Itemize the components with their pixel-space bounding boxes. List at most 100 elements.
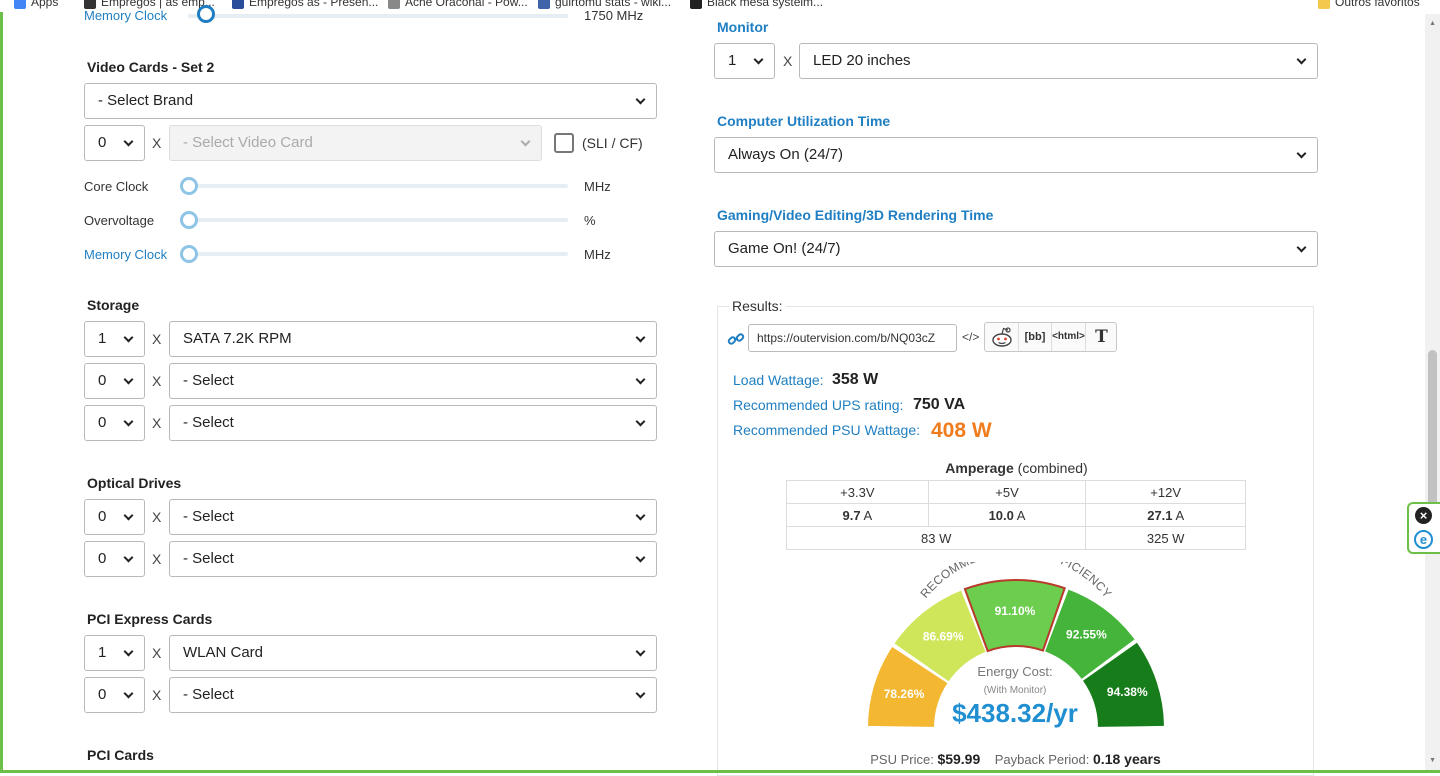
watts-cell: 325 W — [1085, 526, 1246, 550]
optical-item-value: - Select — [183, 550, 234, 567]
link-icon[interactable] — [727, 330, 745, 348]
results-legend: Results: — [729, 298, 786, 314]
storage-qty-select[interactable]: 0 — [84, 405, 145, 441]
extension-e-icon[interactable]: e — [1414, 530, 1433, 549]
memory-clock-track[interactable] — [188, 14, 568, 18]
pcie-qty-select[interactable]: 0 — [84, 677, 145, 713]
chevron-down-icon — [635, 510, 646, 521]
storage-item-value: - Select — [183, 414, 234, 431]
storage-qty-select[interactable]: 0 — [84, 363, 145, 399]
core-clock-unit: MHz — [584, 179, 611, 194]
bookmark-item[interactable]: guirtomu stats - wiki... — [538, 0, 671, 9]
bookmark-favicon-icon — [388, 0, 400, 9]
monitor-qty-select[interactable]: 1 — [714, 43, 775, 79]
efficiency-segment — [894, 590, 986, 682]
storage-item-select[interactable]: SATA 7.2K RPM — [169, 321, 657, 357]
load-wattage-label: Load Wattage: — [733, 372, 824, 388]
chevron-down-icon — [635, 374, 646, 385]
efficiency-segment — [1045, 589, 1135, 679]
pcie-qty-select[interactable]: 1 — [84, 635, 145, 671]
table-row: +3.3V +5V +12V — [786, 480, 1246, 504]
rail-header: +5V — [927, 480, 1087, 504]
reddit-button[interactable] — [985, 323, 1018, 351]
overvoltage-unit: % — [584, 213, 596, 228]
storage-item-select[interactable]: - Select — [169, 363, 657, 399]
efficiency-segment-label: 94.38% — [1107, 685, 1148, 699]
chevron-down-icon — [635, 688, 646, 699]
pcie-item-select[interactable]: WLAN Card — [169, 635, 657, 671]
close-icon[interactable]: × — [1415, 507, 1432, 524]
video-brand-select[interactable]: - Select Brand — [84, 83, 657, 119]
bookmark-item[interactable]: Empregos as - Presen... — [232, 0, 378, 9]
storage-qty-value: 0 — [98, 414, 107, 431]
scrollbar-thumb[interactable] — [1428, 350, 1437, 520]
times-sign: X — [152, 509, 162, 525]
chevron-down-icon — [635, 94, 646, 105]
optical-item-select[interactable]: - Select — [169, 499, 657, 535]
video-qty-select[interactable]: 0 — [84, 125, 145, 161]
pcie-item-select[interactable]: - Select — [169, 677, 657, 713]
optical-qty-select[interactable]: 0 — [84, 499, 145, 535]
amp-cell: 27.1 A — [1085, 503, 1246, 527]
storage-item-value: SATA 7.2K RPM — [183, 330, 292, 347]
pcie-qty-value: 1 — [98, 644, 107, 661]
chevron-down-icon — [123, 136, 134, 147]
core-clock-track[interactable] — [188, 184, 568, 188]
memory-clock-label: Memory Clock — [84, 8, 168, 23]
storage-qty-select[interactable]: 1 — [84, 321, 145, 357]
pcie-qty-value: 0 — [98, 686, 107, 703]
bookmark-other[interactable]: Outros favoritos — [1318, 0, 1420, 9]
utilization-select[interactable]: Always On (24/7) — [714, 137, 1318, 173]
video-card-select[interactable]: - Select Video Card — [169, 125, 542, 161]
overvoltage-track[interactable] — [188, 218, 568, 222]
pcie-item-value: - Select — [183, 686, 234, 703]
bookmark-apps[interactable]: Apps — [14, 0, 58, 9]
video-brand-value: - Select Brand — [98, 92, 194, 109]
folder-icon — [1318, 0, 1330, 9]
efficiency-segment — [963, 579, 1066, 653]
memory-clock-set2-thumb[interactable] — [180, 245, 198, 263]
bookmark-item[interactable]: Empregos | as emp... — [84, 0, 215, 9]
bookmark-favicon-icon — [538, 0, 550, 9]
bookmark-item[interactable]: Ache Oraconal - Pow... — [388, 0, 528, 9]
overvoltage-thumb[interactable] — [180, 211, 198, 229]
amp-cell: 9.7 A — [786, 503, 929, 527]
bookmark-favicon-icon — [690, 0, 702, 9]
optical-qty-select[interactable]: 0 — [84, 541, 145, 577]
memory-clock-value: 1750 MHz — [584, 8, 644, 23]
chevron-down-icon — [123, 510, 134, 521]
payback-value: 0.18 years — [1093, 751, 1161, 767]
rail-header: +3.3V — [786, 480, 929, 504]
monitor-select[interactable]: LED 20 inches — [799, 43, 1318, 79]
text-button[interactable]: T — [1095, 327, 1108, 347]
core-clock-thumb[interactable] — [180, 177, 198, 195]
embed-code-icon[interactable]: </> — [962, 330, 980, 344]
scroll-up-arrow-icon[interactable]: ▲ — [1429, 20, 1436, 27]
gaming-select[interactable]: Game On! (24/7) — [714, 231, 1318, 267]
html-button[interactable]: <html> — [1052, 331, 1085, 342]
bookmark-favicon-icon — [232, 0, 244, 9]
optical-qty-value: 0 — [98, 550, 107, 567]
bookmark-item[interactable]: Black mesa systeim... — [690, 0, 823, 9]
bbcode-button[interactable]: [bb] — [1024, 331, 1046, 343]
memory-clock-thumb[interactable] — [197, 5, 215, 23]
storage-item-select[interactable]: - Select — [169, 405, 657, 441]
memory-clock-set2-track[interactable] — [188, 252, 568, 256]
sli-label: (SLI / CF) — [582, 135, 643, 151]
optical-item-value: - Select — [183, 508, 234, 525]
storage-item-value: - Select — [183, 372, 234, 389]
optical-item-select[interactable]: - Select — [169, 541, 657, 577]
chevron-down-icon — [123, 416, 134, 427]
efficiency-segment — [1083, 642, 1164, 727]
sli-checkbox[interactable] — [554, 133, 574, 153]
share-url-input[interactable]: https://outervision.com/b/NQ03cZ — [748, 324, 957, 352]
video-qty-value: 0 — [98, 134, 107, 151]
scroll-down-arrow-icon[interactable]: ▼ — [1429, 757, 1436, 764]
chevron-down-icon — [123, 374, 134, 385]
chevron-down-icon — [1296, 148, 1307, 159]
share-buttons: [bb] <html> T — [984, 322, 1117, 352]
chevron-down-icon — [635, 416, 646, 427]
optical-drives-heading: Optical Drives — [87, 475, 182, 491]
ups-rating-value: 750 VA — [913, 396, 966, 413]
window-frame-left — [0, 0, 3, 773]
